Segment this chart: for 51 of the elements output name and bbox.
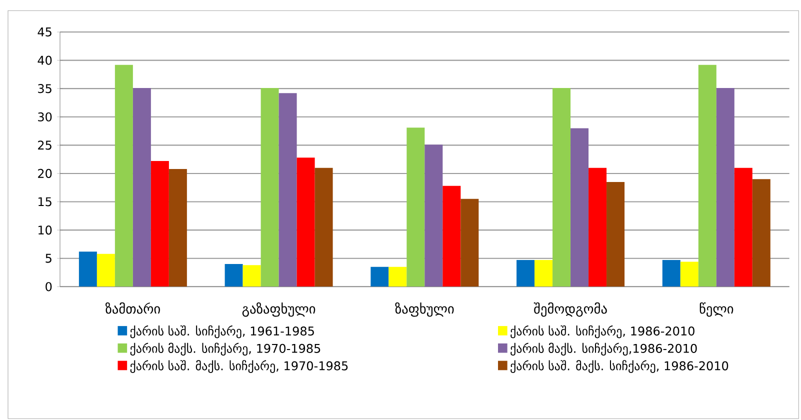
bar (224, 264, 243, 287)
x-tick-label: ზამთარი (106, 302, 160, 314)
bar (114, 64, 133, 287)
y-tick-label: 20 (38, 168, 52, 178)
bar (662, 260, 680, 287)
bar (78, 252, 97, 287)
bar (242, 265, 261, 287)
legend-label: ქარის საშ. სიჩქარე, 1986-2010 (510, 325, 694, 338)
bar (96, 254, 115, 287)
bar (534, 260, 553, 287)
y-tick-label: 45 (38, 28, 52, 36)
bar (588, 168, 607, 287)
x-tick-label: ზაფხული (395, 302, 454, 317)
legend-label: ქარის საშ. მაქს. სიჩქარე, 1970-1985 (130, 360, 348, 373)
bar (716, 88, 734, 287)
bar (752, 179, 770, 287)
bar (424, 144, 443, 287)
y-tick-label: 5 (46, 254, 52, 263)
bar (132, 88, 151, 287)
bar (406, 128, 425, 287)
bar (680, 262, 698, 287)
bar (460, 198, 479, 287)
bar (552, 88, 571, 287)
bar (168, 168, 187, 287)
legend-label: ქარის მაქს. სიჩქარე,1986-2010 (510, 342, 697, 356)
bar (442, 186, 461, 287)
y-tick-label: 10 (38, 226, 52, 235)
bar (570, 128, 589, 287)
bar (260, 88, 279, 287)
bar (296, 158, 315, 287)
y-tick-label: 40 (38, 56, 52, 65)
bar (606, 182, 625, 287)
bar (734, 168, 752, 287)
legend-label: ქარის საშ. სიჩქარე, 1961-1985 (130, 325, 314, 338)
bar (516, 260, 535, 287)
bar (278, 93, 297, 287)
y-tick-label: 15 (38, 197, 52, 206)
y-tick-label: 30 (38, 112, 52, 122)
bar (150, 161, 169, 287)
x-tick-label: შემოდგომა (534, 302, 607, 317)
bar (314, 168, 333, 287)
x-tick-label: გაზაფხული (242, 302, 316, 317)
legend-label: ქარის საშ. მაქს. სიჩქარე, 1986-2010 (510, 360, 728, 373)
y-tick-label: 25 (38, 140, 52, 150)
y-tick-label: 0 (46, 282, 52, 292)
bar (698, 64, 716, 287)
x-tick-label: წელი (700, 302, 734, 317)
legend-label: ქარის მაქს. სიჩქარე, 1970-1985 (130, 342, 320, 356)
y-tick-label: 35 (38, 84, 52, 94)
bar (388, 266, 407, 287)
bar (370, 266, 389, 287)
